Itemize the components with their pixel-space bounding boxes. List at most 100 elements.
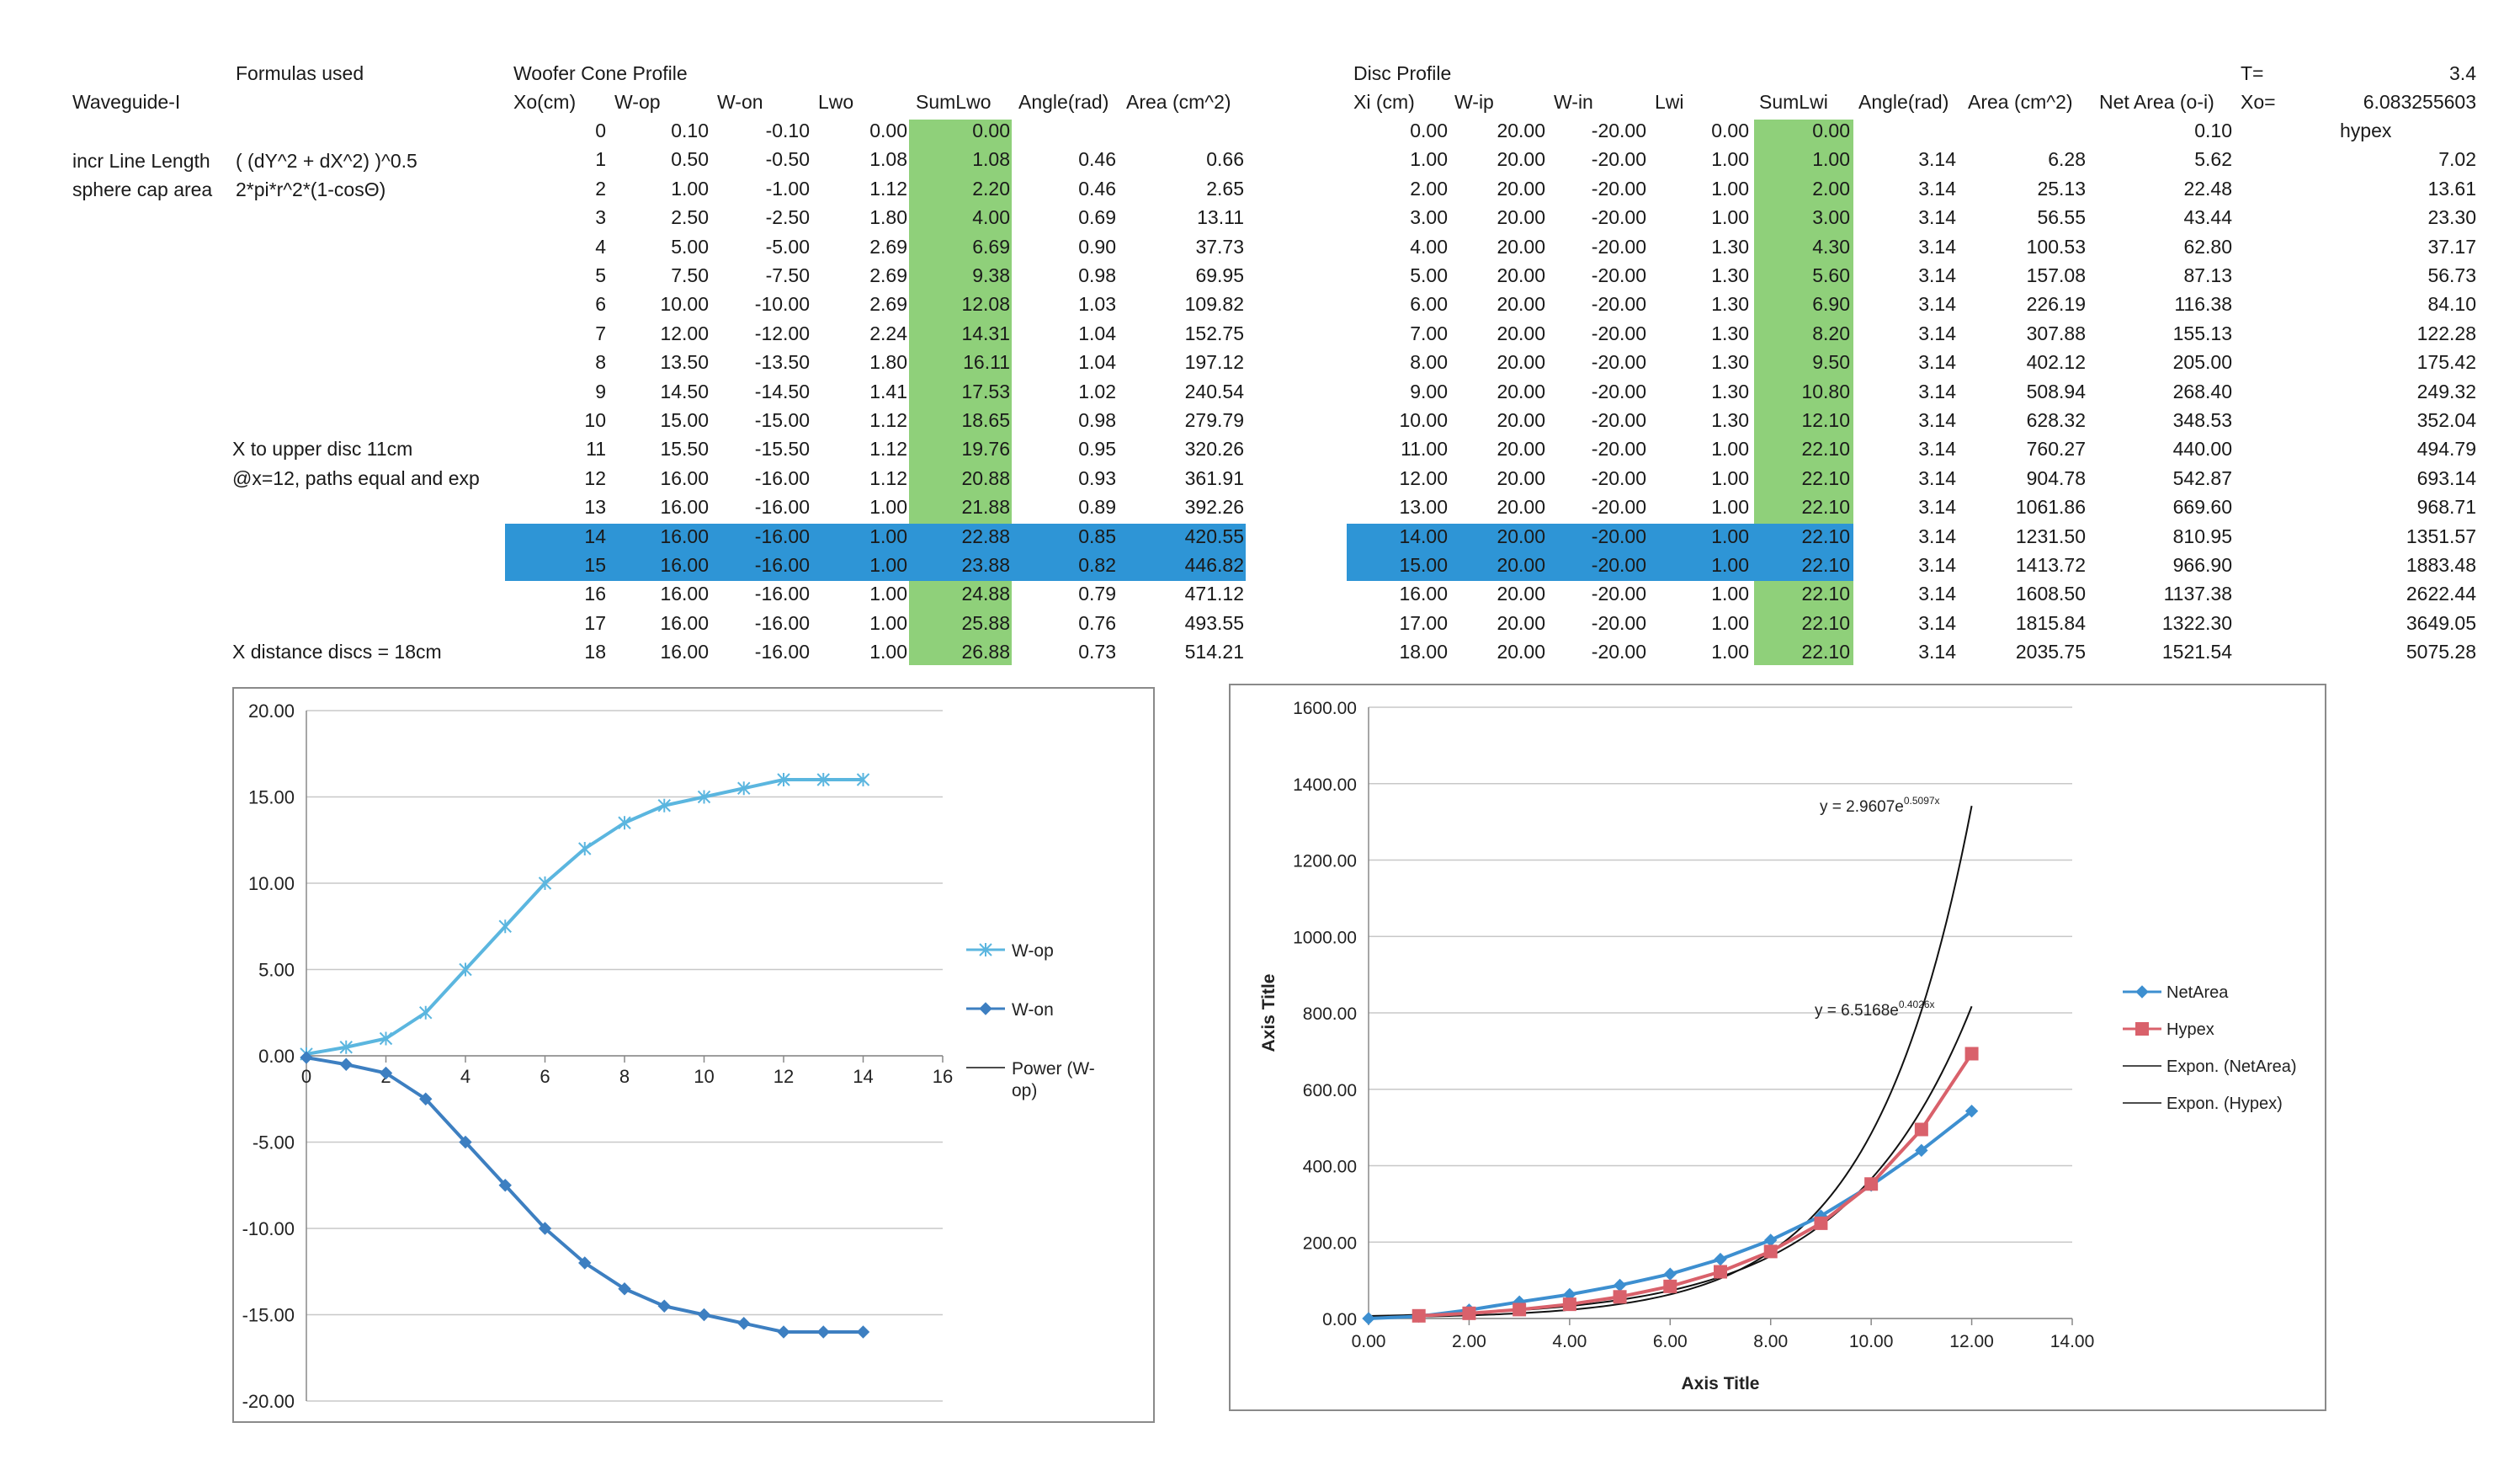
woofer-cell: 0.76: [1078, 611, 1116, 634]
woofer-cell: 12.08: [961, 293, 1010, 316]
data-point: [1513, 1303, 1527, 1317]
disc-cell: 6.90: [1812, 293, 1850, 316]
disc-header: W-in: [1554, 91, 1593, 113]
woofer-cell: 15.00: [660, 409, 709, 431]
disc-cell: 1.00: [1711, 611, 1749, 634]
t-value: 3.4: [2449, 62, 2476, 84]
disc-cell: 1061.86: [2015, 496, 2086, 519]
disc-cell: 20.00: [1497, 322, 1545, 344]
x-tick-label: 4: [460, 1066, 471, 1087]
legend-label: W-op: [1012, 941, 1054, 961]
disc-cell: 205.00: [2172, 351, 2232, 374]
woofer-cell: 0.46: [1078, 148, 1116, 171]
woofer-cell: 16.00: [660, 496, 709, 519]
disc-cell: 5.60: [1812, 264, 1850, 286]
disc-cell: 3.00: [1812, 206, 1850, 229]
woofer-header: Area (cm^2): [1126, 91, 1231, 113]
woofer-cell: 21.88: [961, 496, 1010, 519]
data-point: [498, 919, 512, 934]
woofer-cell: 9: [595, 380, 606, 402]
woofer-cell: 16.00: [660, 525, 709, 547]
woofer-cell: 446.82: [1184, 554, 1244, 576]
disc-cell: 1351.57: [2406, 525, 2476, 547]
woofer-cell: 16: [584, 583, 606, 605]
disc-cell: 25.13: [2037, 177, 2086, 200]
disc-cell: 3.14: [1918, 351, 1956, 374]
y-tick-label: -15.00: [242, 1305, 295, 1326]
woofer-cell: 16.11: [963, 351, 1010, 374]
disc-cell: 1608.50: [2015, 583, 2086, 605]
legend-label: Hypex: [2166, 1020, 2214, 1039]
disc-cell: 1.30: [1711, 293, 1749, 316]
y-tick-label: 5.00: [258, 960, 295, 981]
woofer-cell: 0.82: [1078, 554, 1116, 576]
woofer-cell: 23.88: [961, 554, 1010, 576]
y-tick-label: 200.00: [1303, 1233, 1357, 1253]
woofer-cell: 1.80: [869, 206, 907, 229]
x-tick-label: 10.00: [1849, 1332, 1894, 1351]
data-point: [1763, 1244, 1778, 1259]
woofer-cell: 3: [595, 206, 606, 229]
woofer-cell: 152.75: [1184, 322, 1244, 344]
woofer-cell: 69.95: [1195, 264, 1244, 286]
data-point: [816, 773, 830, 786]
disc-cell: 1.00: [1711, 177, 1749, 200]
x-tick-label: 6.00: [1653, 1332, 1688, 1351]
disc-cell: 22.10: [1801, 554, 1850, 576]
disc-cell: 0.00: [1812, 120, 1850, 141]
woofer-cell: 1.00: [671, 177, 709, 200]
woofer-cell: -16.00: [754, 641, 810, 663]
woofer-cell: -16.00: [754, 525, 810, 547]
disc-cell: 3.14: [1918, 322, 1956, 344]
woofer-cell: 26.88: [961, 641, 1010, 663]
data-point: [419, 1005, 433, 1020]
sheet-title: Waveguide-I: [72, 91, 181, 113]
data-point: [300, 1051, 313, 1064]
woofer-cell: 0.10: [671, 120, 709, 141]
x-axis-title: Axis Title: [1682, 1374, 1760, 1393]
disc-cell: 3.14: [1918, 235, 1956, 258]
woofer-cell: 19.76: [961, 438, 1010, 461]
disc-cell: 8.20: [1812, 322, 1850, 344]
y-tick-label: 1400.00: [1293, 775, 1357, 795]
woofer-cell: 514.21: [1184, 641, 1244, 663]
disc-cell: -20.00: [1591, 148, 1646, 171]
disc-cell: 1.00: [1711, 466, 1749, 489]
xo-label: Xo=: [2241, 91, 2276, 113]
woofer-header: Lwo: [818, 91, 854, 113]
woofer-cell: 7.50: [671, 264, 709, 286]
woofer-cell: 109.82: [1184, 293, 1244, 316]
woofer-cell: -15.00: [754, 409, 810, 431]
disc-cell: 5.62: [2194, 148, 2232, 171]
disc-cell: 20.00: [1497, 438, 1545, 461]
disc-cell: -20.00: [1591, 351, 1646, 374]
disc-selected-rows: [1347, 524, 1853, 581]
y-tick-label: 15.00: [248, 787, 295, 808]
data-point: [1814, 1216, 1828, 1230]
disc-cell: 1413.72: [2015, 554, 2086, 576]
formula-label-line-length: incr Line Length: [72, 150, 210, 172]
disc-cell: 1322.30: [2161, 611, 2232, 634]
disc-cell: 37.17: [2427, 235, 2476, 258]
xo-value: 6.083255603: [2363, 91, 2476, 113]
disc-cell: 1883.48: [2406, 554, 2476, 576]
woofer-cell: 16.00: [660, 641, 709, 663]
data-point: [697, 790, 711, 804]
disc-cell: 1.00: [1711, 583, 1749, 605]
data-point: [737, 781, 751, 796]
series-line-hypex: [1418, 1052, 1974, 1318]
disc-cell: -20.00: [1591, 235, 1646, 258]
woofer-cell: 12: [584, 466, 606, 489]
y-tick-label: 1600.00: [1293, 699, 1357, 718]
disc-cell: 1.30: [1711, 235, 1749, 258]
disc-cell: 1.00: [1711, 641, 1749, 663]
disc-cell: 2035.75: [2015, 641, 2086, 663]
disc-cell: 3.14: [1918, 380, 1956, 402]
woofer-header: SumLwo: [916, 91, 992, 113]
disc-cell: 10.00: [1399, 409, 1448, 431]
data-point: [1964, 1104, 1979, 1118]
data-point: [856, 1325, 870, 1339]
disc-cell: 22.10: [1801, 583, 1850, 605]
woofer-cell: 1.04: [1078, 322, 1116, 344]
formula-sphere-cap: 2*pi*r^2*(1-cosΘ): [236, 178, 386, 200]
